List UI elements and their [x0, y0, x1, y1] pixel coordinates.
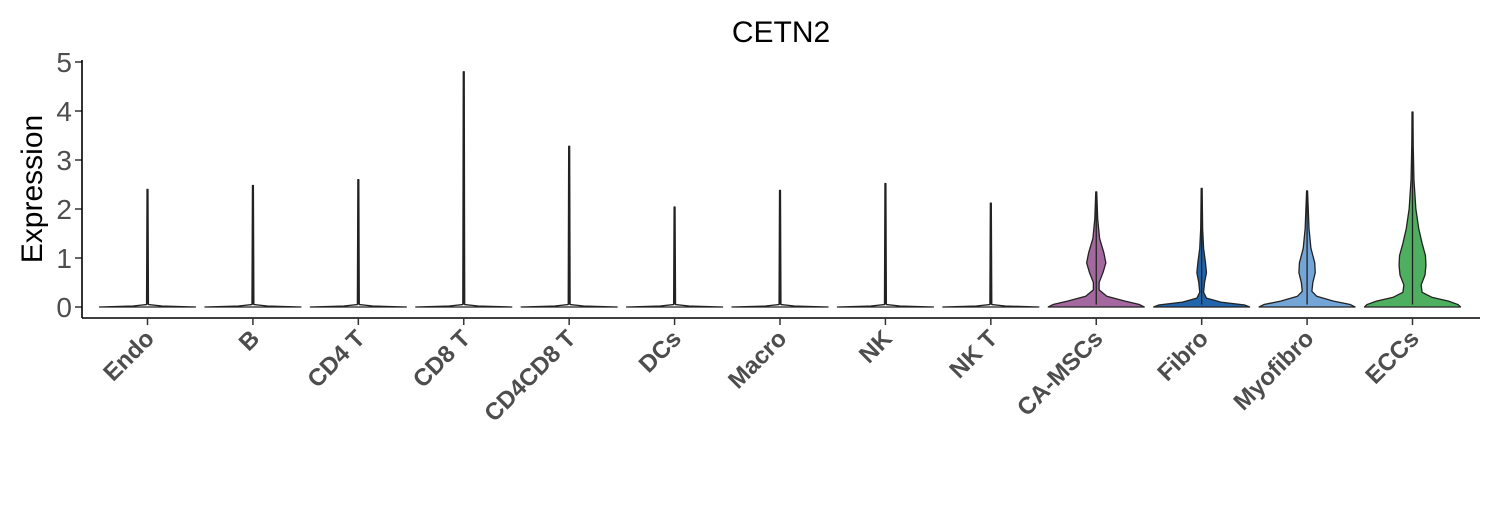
x-tick-label: NK: [854, 325, 898, 369]
x-tick-label: Fibro: [1152, 325, 1214, 387]
x-tick-label: CD8 T: [408, 325, 476, 393]
y-tick-label: 5: [56, 47, 72, 78]
x-axis: Endo B CD4 T CD8 T CD4CD8 T DCs Macro NK NK T CA-…: [98, 318, 1425, 427]
y-tick-label: 1: [56, 243, 72, 274]
axis-lines: [81, 60, 1480, 319]
y-axis: 0 1 2 3 4 5: [56, 47, 82, 323]
x-tick-label: CD4 T: [302, 325, 370, 393]
y-axis-label: Expression: [16, 115, 49, 263]
x-tick-label: NK T: [944, 325, 1003, 384]
y-tick-label: 3: [56, 145, 72, 176]
x-tick-label: B: [234, 325, 265, 356]
x-tick-label: Myofibro: [1229, 325, 1320, 416]
y-tick-label: 4: [56, 96, 72, 127]
y-tick-label: 2: [56, 194, 72, 225]
y-tick-label: 0: [56, 292, 72, 323]
x-tick-label: Macro: [723, 325, 792, 394]
x-tick-label: ECCs: [1360, 325, 1424, 389]
x-tick-label: CA-MSCs: [1012, 325, 1108, 421]
x-tick-label: DCs: [634, 325, 687, 378]
chart-title: CETN2: [732, 16, 830, 49]
x-tick-label: Endo: [98, 325, 160, 387]
violin-series: [98, 71, 1462, 308]
x-tick-label: CD4CD8 T: [479, 325, 581, 427]
